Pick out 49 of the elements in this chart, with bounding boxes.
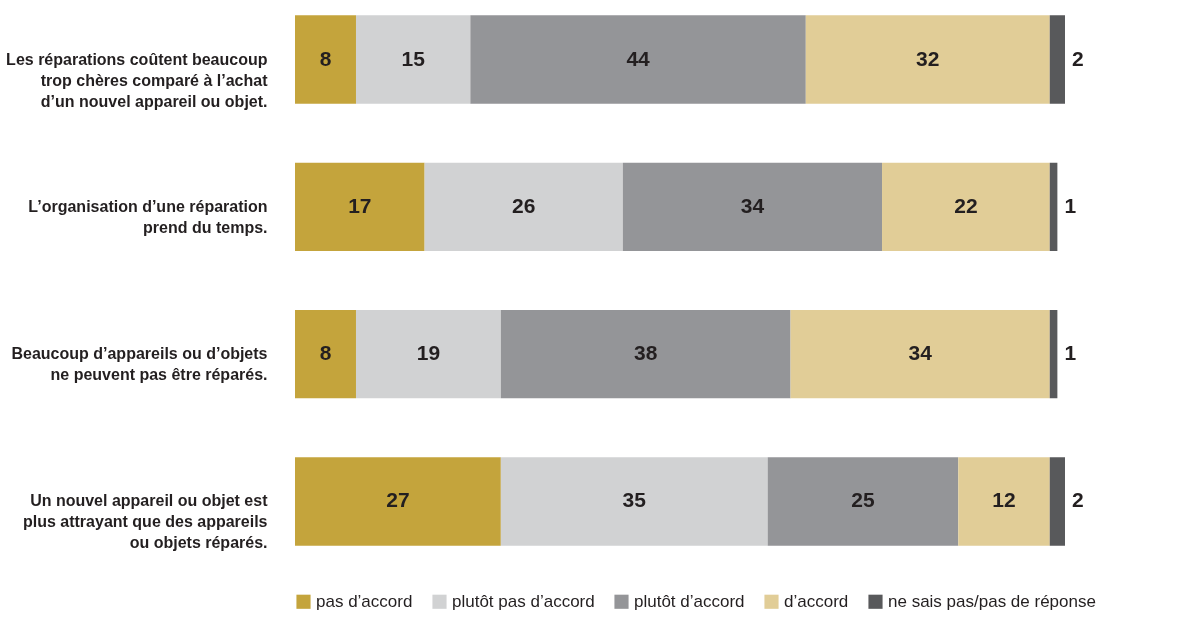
data-label: 1: [1064, 341, 1077, 365]
data-label: 1: [1064, 193, 1077, 217]
legend-label: plutôt pas d’accord: [452, 591, 595, 611]
bar: [1049, 309, 1058, 399]
y-tick-label: L’organisation d’une réparation prend du temps.: [28, 197, 268, 236]
y-tick-label: Beaucoup d’appareils ou d’objets ne peuvent pas être réparés.: [11, 345, 268, 384]
bar: [424, 162, 623, 252]
y-tick-label: Les réparations coûtent beaucoup trop chères comparé à l’achat d’un nouvel appareil ou objet.: [6, 50, 269, 110]
bar: [1049, 162, 1058, 252]
bar: [295, 162, 425, 252]
bar: [470, 15, 806, 104]
data-label: 26: [512, 193, 536, 217]
data-label: 12: [992, 488, 1016, 512]
data-label: 8: [319, 46, 332, 70]
bar: [882, 162, 1050, 252]
y-tick-label: Un nouvel appareil ou objet est plus attrayant que des appareils ou objets réparés.: [22, 492, 269, 552]
data-label: 22: [954, 193, 978, 217]
data-label: 8: [319, 341, 332, 365]
bar: [295, 457, 501, 546]
data-label: 34: [908, 341, 933, 365]
legend-label: ne sais pas/pas de réponse: [888, 591, 1096, 611]
legend-label: plutôt d’accord: [634, 591, 745, 611]
bar: [1049, 457, 1065, 546]
data-label: 44: [626, 46, 651, 70]
bar: [295, 15, 356, 104]
bar: [805, 15, 1050, 104]
bar: [622, 162, 883, 252]
data-label: 15: [401, 46, 426, 70]
bar: [500, 457, 768, 546]
bar: [1049, 15, 1065, 104]
data-label: 19: [416, 341, 441, 365]
bar: [790, 309, 1050, 399]
bar: [958, 457, 1050, 546]
data-label: 35: [622, 488, 647, 512]
data-label: 34: [740, 193, 765, 217]
bar: [767, 457, 959, 546]
legend-label: pas d’accord: [316, 591, 413, 611]
data-label: 27: [386, 488, 410, 512]
bar: [355, 15, 471, 104]
data-label: 32: [916, 46, 940, 70]
data-label: 38: [634, 341, 658, 365]
data-label: 25: [851, 488, 875, 512]
data-label: 2: [1072, 488, 1084, 512]
data-label: 2: [1072, 46, 1084, 70]
data-label: 17: [348, 193, 372, 217]
bar: [355, 309, 501, 399]
bar: [500, 309, 791, 399]
legend-label: d’accord: [784, 591, 849, 611]
bar: [295, 309, 356, 399]
